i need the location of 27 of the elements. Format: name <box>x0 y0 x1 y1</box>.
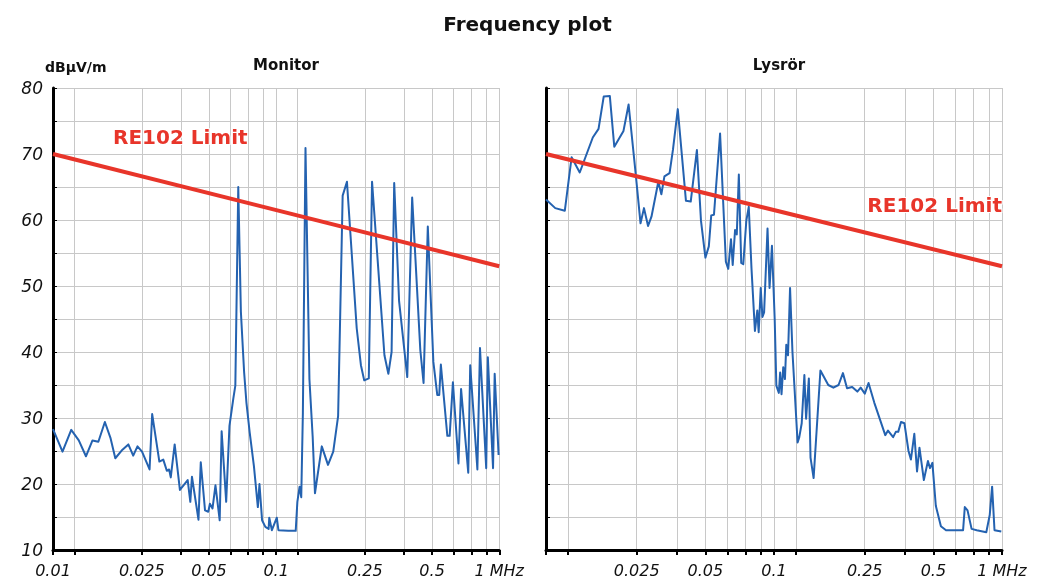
y-tick-label: 10 <box>21 540 43 560</box>
series-label: RE102 Limit <box>867 193 1003 218</box>
x-tick-label: 0.5 <box>920 560 947 580</box>
x-tick-label: 1 MHz <box>474 560 525 580</box>
y-axis-title: dBμV/m <box>45 59 107 75</box>
y-tick-label: 60 <box>21 210 43 230</box>
x-tick-label: 0.1 <box>761 560 787 580</box>
y-tick-label: 80 <box>21 78 43 98</box>
chart-subtitle: Lysrör <box>752 55 806 74</box>
x-tick-label: 0.5 <box>419 560 445 580</box>
x-tick-label: 0.25 <box>347 560 383 580</box>
x-tick-label: 1 MHz <box>977 560 1028 580</box>
y-tick-label: 50 <box>21 276 43 296</box>
chart-title: Frequency plot <box>442 12 613 36</box>
y-tick-label: 40 <box>21 342 43 362</box>
x-tick-label: 0.025 <box>118 560 165 580</box>
chart-subtitle: Monitor <box>253 55 320 74</box>
y-tick-label: 70 <box>21 144 43 164</box>
series-label: RE102 Limit <box>113 125 249 149</box>
y-tick-label: 30 <box>21 408 43 428</box>
y-tick-label: 20 <box>21 474 43 494</box>
x-tick-label: 0.25 <box>846 560 883 580</box>
x-tick-label: 0.1 <box>263 560 289 580</box>
x-tick-label: 0.05 <box>191 560 227 580</box>
x-tick-label: 0.025 <box>613 560 660 580</box>
x-tick-label: 0.01 <box>35 560 71 580</box>
x-tick-label: 0.05 <box>687 560 724 580</box>
